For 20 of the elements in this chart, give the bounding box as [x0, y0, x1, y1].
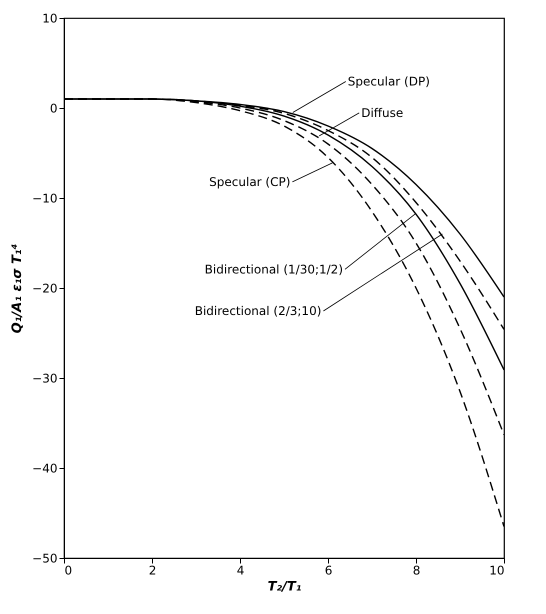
x-tick-label: 0: [64, 564, 72, 578]
annotation: Bidirectional (1/30;1/2): [204, 262, 343, 276]
x-axis-title: T₂/T₁: [268, 580, 302, 594]
y-tick-label: −10: [32, 192, 58, 206]
x-tick-label: 6: [324, 564, 332, 578]
y-tick-label: −40: [32, 462, 58, 476]
x-tick-label: 4: [236, 564, 244, 578]
x-tick-label: 8: [412, 564, 420, 578]
y-tick-label: −50: [32, 552, 58, 566]
y-tick-label: 0: [50, 102, 58, 116]
y-tick-label: 10: [42, 12, 58, 26]
x-tick-label: 2: [148, 564, 156, 578]
y-tick-label: −20: [32, 282, 58, 296]
x-tick-label: 10: [489, 564, 504, 578]
y-axis-title: Q₁/A₁ ε₁σ T₁⁴: [10, 243, 26, 334]
y-tick-label: −30: [32, 372, 58, 386]
annotation: Diffuse: [361, 106, 404, 120]
annotation: Bidirectional (2/3;10): [194, 304, 322, 318]
annotation: Specular (CP): [209, 174, 290, 189]
annotation: Specular (DP): [348, 74, 430, 88]
